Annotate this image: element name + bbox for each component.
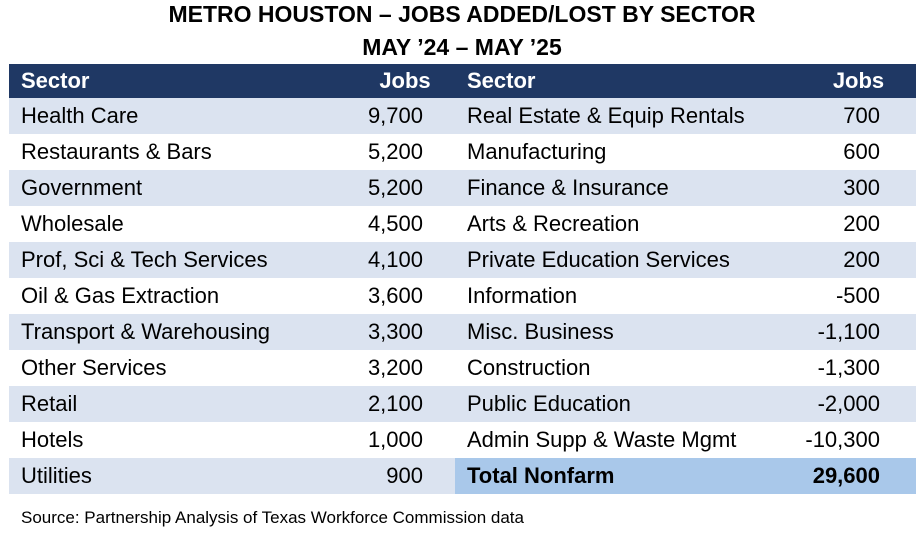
jobs-cell: -1,100 <box>791 314 916 350</box>
jobs-cell: 3,600 <box>367 283 423 308</box>
sector-cell: Health Care <box>9 98 345 134</box>
sector-cell: Construction <box>467 355 591 380</box>
sector-cell: Misc. Business <box>455 314 791 350</box>
table-row: Other Services 3,200 Construction -1,300 <box>9 350 916 386</box>
table-row: Government 5,200 Finance & Insurance 300 <box>9 170 916 206</box>
total-label-cell: Total Nonfarm <box>455 458 791 494</box>
jobs-cell: 5,200 <box>367 139 423 164</box>
sector-cell: Utilities <box>9 458 345 494</box>
sector-cell: Public Education <box>455 386 791 422</box>
jobs-cell: 5,200 <box>345 170 455 206</box>
sector-cell: Other Services <box>21 355 167 380</box>
jobs-cell: 4,500 <box>367 211 423 236</box>
sector-cell: Prof, Sci & Tech Services <box>9 242 345 278</box>
jobs-cell: 900 <box>345 458 455 494</box>
jobs-cell: 600 <box>843 139 880 164</box>
table-row: Prof, Sci & Tech Services 4,100 Private Ed… <box>9 242 916 278</box>
jobs-cell: 300 <box>791 170 916 206</box>
jobs-cell: 2,100 <box>345 386 455 422</box>
jobs-cell: -2,000 <box>791 386 916 422</box>
table-row: Hotels 1,000 Admin Supp & Waste Mgmt -10,30… <box>9 422 916 458</box>
jobs-cell: 4,100 <box>345 242 455 278</box>
jobs-cell: -1,300 <box>817 355 880 380</box>
jobs-cell: -500 <box>835 283 880 308</box>
jobs-cell: 1,000 <box>367 427 423 452</box>
header-jobs-left: Jobs <box>345 64 455 98</box>
table-row: Restaurants & Bars 5,200 Manufacturing 600 <box>9 134 916 170</box>
jobs-cell: 200 <box>791 242 916 278</box>
table-row: Wholesale 4,500 Arts & Recreation 200 <box>9 206 916 242</box>
header-sector-right: Sector <box>455 64 791 98</box>
sector-cell: Hotels <box>21 427 84 452</box>
total-jobs-cell: 29,600 <box>791 458 916 494</box>
sector-cell: Real Estate & Equip Rentals <box>455 98 791 134</box>
source-note: Source: Partnership Analysis of Texas Wo… <box>21 508 524 527</box>
jobs-cell: -10,300 <box>805 427 880 452</box>
jobs-cell: 3,200 <box>367 355 423 380</box>
header-jobs-right: Jobs <box>791 64 916 98</box>
sector-cell: Admin Supp & Waste Mgmt <box>467 427 737 452</box>
jobs-cell: 9,700 <box>345 98 455 134</box>
jobs-cell: 3,300 <box>345 314 455 350</box>
table-body: Health Care 9,700 Real Estate & Equip Rent… <box>9 98 916 494</box>
sector-cell: Private Education Services <box>455 242 791 278</box>
header-sector-left: Sector <box>9 64 345 98</box>
table-row: Retail 2,100 Public Education -2,000 <box>9 386 916 422</box>
table-row: Transport & Warehousing 3,300 Misc. Busine… <box>9 314 916 350</box>
jobs-cell: 700 <box>791 98 916 134</box>
sector-cell: Information <box>467 283 578 308</box>
sector-cell: Retail <box>9 386 345 422</box>
jobs-cell: 200 <box>843 211 880 236</box>
table-row: Health Care 9,700 Real Estate & Equip Rent… <box>9 98 916 134</box>
sector-cell: Government <box>9 170 345 206</box>
table-header-row: Sector Jobs Sector Jobs <box>9 64 916 98</box>
sector-cell: Wholesale <box>21 211 124 236</box>
sector-cell: Finance & Insurance <box>455 170 791 206</box>
sector-cell: Arts & Recreation <box>467 211 640 236</box>
table-row: Oil & Gas Extraction 3,600 Information -500 <box>9 278 916 314</box>
table-row: Utilities 900 Total Nonfarm 29,600 <box>9 458 916 494</box>
sector-cell: Restaurants & Bars <box>21 139 212 164</box>
chart-title: METRO HOUSTON – JOBS ADDED/LOST BY SECTO… <box>168 1 756 27</box>
sector-cell: Manufacturing <box>467 139 607 164</box>
sector-cell: Oil & Gas Extraction <box>21 283 220 308</box>
chart-subtitle: MAY ’24 – MAY ’25 <box>362 34 562 60</box>
jobs-table: Sector Jobs Sector Jobs Health Care 9,700… <box>9 64 916 494</box>
sector-cell: Transport & Warehousing <box>9 314 345 350</box>
